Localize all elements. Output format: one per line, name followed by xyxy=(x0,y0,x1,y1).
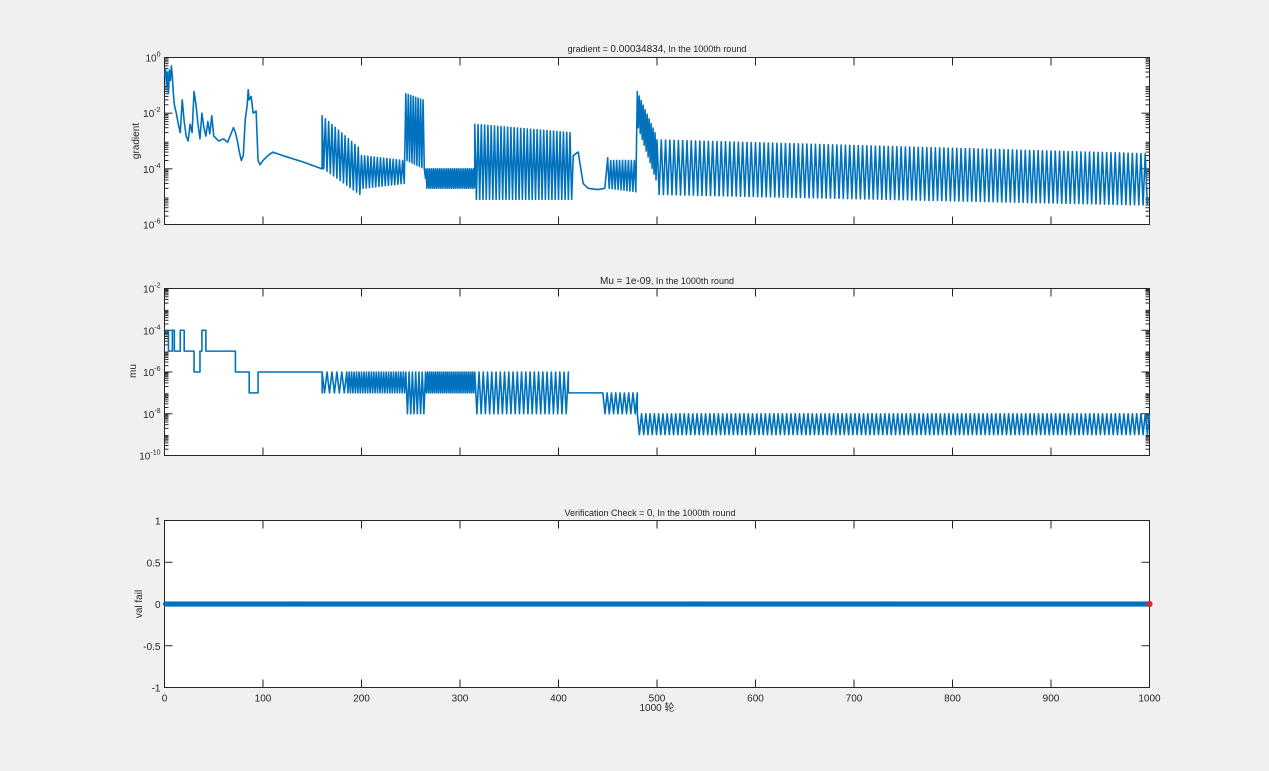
gradient-series-line xyxy=(163,65,1149,206)
y-tick-label: 0.5 xyxy=(147,558,161,569)
x-tick-label: 400 xyxy=(550,694,567,705)
y-axis-label-gradient: gradient xyxy=(131,123,142,159)
y-tick-label: 1 xyxy=(155,517,161,528)
y-tick-label: 0 xyxy=(155,600,161,611)
val-fail-markers xyxy=(162,600,1153,608)
x-tick-label: 200 xyxy=(353,694,370,705)
x-tick-label: 300 xyxy=(452,694,469,705)
chart-title-val-fail: Verification Check = 0, In the 1000th ro… xyxy=(565,508,736,519)
y-tick-label: -1 xyxy=(152,684,161,695)
x-axis-label: 1000 轮 xyxy=(639,701,674,714)
minor-ticks-mu xyxy=(164,288,1150,450)
y-tick-label: -0.5 xyxy=(143,642,161,653)
y-ticks-val-fail: -1 -0.5 0 0.5 1 xyxy=(143,517,1150,695)
chart-title-gradient: gradient = 0.00034834, In the 1000th rou… xyxy=(568,44,747,55)
y-axis-label-val-fail: val fail xyxy=(134,590,145,618)
subplot-val-fail: Verification Check = 0, In the 1000th ro… xyxy=(134,508,1161,714)
chart-title-mu: Mu = 1e-09, In the 1000th round xyxy=(600,276,734,287)
x-tick-label: 1000 xyxy=(1138,694,1161,705)
x-ticks-val-fail: 0 100 200 300 400 500 600 700 800 900 1000 xyxy=(162,520,1161,705)
subplot-mu: Mu = 1e-09, In the 1000th round mu 10-10… xyxy=(128,276,1151,463)
x-tick-label: 0 xyxy=(162,694,168,705)
x-tick-label: 500 xyxy=(649,694,666,705)
x-tick-label: 800 xyxy=(944,694,961,705)
x-tick-label: 100 xyxy=(255,694,272,705)
x-tick-label: 700 xyxy=(846,694,863,705)
x-tick-label: 600 xyxy=(747,694,764,705)
x-tick-label: 900 xyxy=(1043,694,1060,705)
x-ticks-gradient xyxy=(164,57,1150,225)
mu-series-line xyxy=(164,329,1151,436)
y-axis-label-mu: mu xyxy=(128,364,139,378)
subplot-gradient: gradient = 0.00034834, In the 1000th rou… xyxy=(131,44,1150,232)
val-fail-last-point xyxy=(1146,600,1153,608)
x-ticks-mu xyxy=(164,288,1150,456)
